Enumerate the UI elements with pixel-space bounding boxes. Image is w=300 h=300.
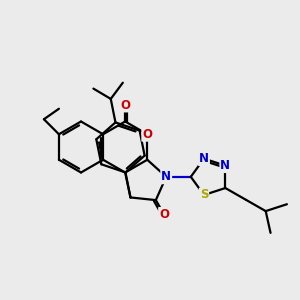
Text: O: O [142, 128, 152, 141]
Text: N: N [199, 152, 209, 165]
Text: S: S [200, 188, 208, 202]
Text: N: N [161, 170, 171, 183]
Text: N: N [220, 159, 230, 172]
Text: O: O [159, 208, 169, 221]
Text: O: O [120, 98, 130, 112]
